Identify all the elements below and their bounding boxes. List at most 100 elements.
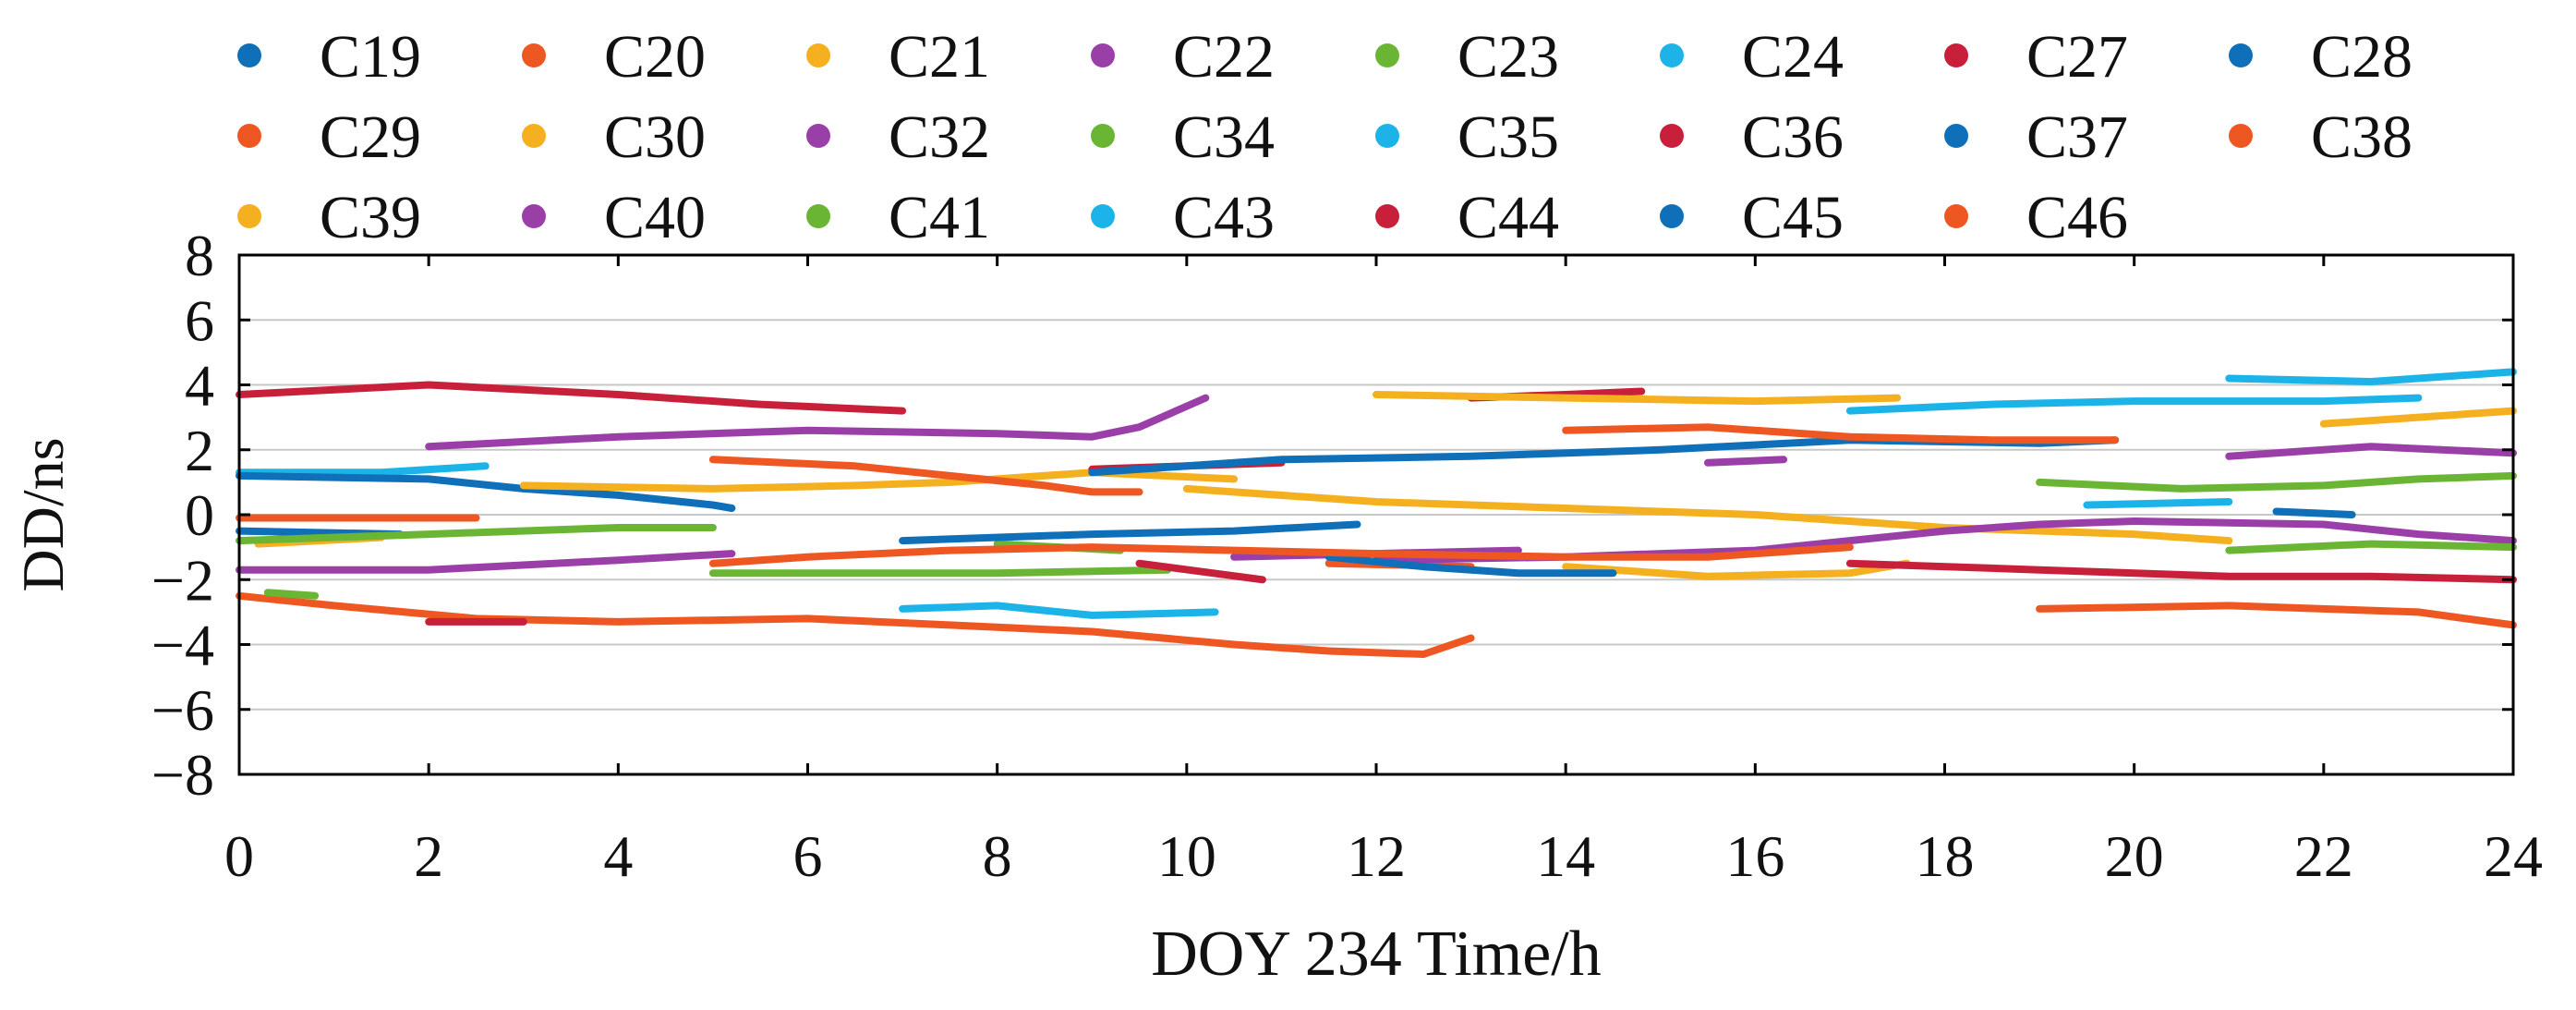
series-line bbox=[1562, 423, 2120, 444]
series-group bbox=[236, 368, 2517, 658]
legend-entry: C21 bbox=[806, 23, 990, 91]
legend-entry: C45 bbox=[1660, 184, 1844, 251]
legend-entry: C44 bbox=[1375, 184, 1559, 251]
series-line bbox=[236, 471, 736, 512]
legend-label: C30 bbox=[604, 103, 706, 171]
x-tick-label: 20 bbox=[2105, 823, 2164, 889]
legend-entry: C32 bbox=[806, 103, 990, 171]
series-c35 bbox=[899, 602, 1219, 619]
legend-marker bbox=[1091, 124, 1115, 148]
legend-entry: C23 bbox=[1375, 23, 1559, 91]
series-line bbox=[263, 589, 320, 600]
series-line bbox=[899, 520, 1361, 545]
x-tick-label: 10 bbox=[1157, 823, 1216, 889]
series-line bbox=[1373, 391, 1902, 406]
legend-label: C38 bbox=[2311, 103, 2413, 171]
x-tick-label: 4 bbox=[603, 823, 633, 889]
x-tick-label: 18 bbox=[1916, 823, 1975, 889]
series-line bbox=[1704, 456, 1788, 467]
legend-marker bbox=[2229, 124, 2253, 148]
x-tick-label: 2 bbox=[414, 823, 443, 889]
legend-label: C45 bbox=[1742, 184, 1844, 251]
series-line bbox=[708, 566, 1172, 578]
series-line bbox=[708, 543, 1854, 567]
series-c29 bbox=[236, 591, 1475, 658]
series-line bbox=[1845, 394, 2423, 415]
legend-entry: C38 bbox=[2229, 103, 2413, 171]
legend-label: C27 bbox=[2026, 23, 2128, 91]
series-line bbox=[1562, 559, 1911, 580]
series-c23 bbox=[236, 524, 717, 545]
series-line bbox=[236, 462, 490, 477]
series-line bbox=[2319, 407, 2517, 428]
legend-entry: C29 bbox=[237, 103, 421, 171]
grid bbox=[239, 319, 2513, 711]
legend-entry: C34 bbox=[1091, 103, 1275, 171]
y-tick-label: −8 bbox=[151, 742, 214, 808]
x-tick-label: 16 bbox=[1725, 823, 1784, 889]
legend-label: C29 bbox=[320, 103, 421, 171]
x-tick-label: 12 bbox=[1347, 823, 1406, 889]
series-line bbox=[236, 550, 736, 574]
legend-label: C23 bbox=[1457, 23, 1559, 91]
series-c46 bbox=[708, 543, 1854, 567]
series-c45 bbox=[899, 507, 2356, 578]
legend-label: C34 bbox=[1173, 103, 1275, 171]
legend-label: C36 bbox=[1742, 103, 1844, 171]
series-c39 bbox=[1182, 391, 2517, 580]
legend-entry: C22 bbox=[1091, 23, 1275, 91]
legend-marker bbox=[1375, 204, 1399, 228]
legend-label: C40 bbox=[604, 184, 706, 251]
legend-marker bbox=[1091, 204, 1115, 228]
legend-label: C24 bbox=[1742, 23, 1844, 91]
series-c38 bbox=[708, 423, 2517, 629]
series-line bbox=[2225, 443, 2517, 460]
legend-entry: C30 bbox=[522, 103, 706, 171]
legend-label: C39 bbox=[320, 184, 421, 251]
legend-marker bbox=[2229, 43, 2253, 67]
legend-label: C43 bbox=[1173, 184, 1275, 251]
legend-marker bbox=[522, 204, 546, 228]
x-tick-label: 24 bbox=[2484, 823, 2543, 889]
legend-entry: C39 bbox=[237, 184, 421, 251]
series-line bbox=[519, 468, 1239, 493]
x-tick-label: 22 bbox=[2294, 823, 2353, 889]
legend-label: C37 bbox=[2026, 103, 2128, 171]
series-line bbox=[2036, 471, 2517, 493]
series-c28 bbox=[236, 471, 736, 512]
x-tick-label: 6 bbox=[793, 823, 823, 889]
legend-label: C41 bbox=[889, 184, 990, 251]
series-line bbox=[2036, 602, 2517, 629]
y-tick-label: 2 bbox=[185, 418, 214, 483]
series-c44 bbox=[1135, 559, 2517, 584]
legend-marker bbox=[1944, 43, 1968, 67]
series-line bbox=[899, 602, 1219, 619]
legend-marker bbox=[237, 124, 261, 148]
legend-label: C32 bbox=[889, 103, 990, 171]
legend-marker bbox=[806, 43, 830, 67]
y-tick-label: 4 bbox=[185, 353, 214, 419]
legend-label: C28 bbox=[2311, 23, 2413, 91]
x-tick-label: 8 bbox=[983, 823, 1012, 889]
series-line bbox=[1182, 484, 2233, 545]
legend-marker bbox=[1944, 124, 1968, 148]
legend-entry: C24 bbox=[1660, 23, 1844, 91]
legend-marker bbox=[1091, 43, 1115, 67]
x-tick-label: 14 bbox=[1536, 823, 1595, 889]
series-line bbox=[236, 381, 907, 415]
legend-label: C21 bbox=[889, 23, 990, 91]
legend-label: C44 bbox=[1457, 184, 1559, 251]
series-line bbox=[2225, 368, 2517, 385]
x-ticks: 0 2 4 6 8 10 12 14 16 18 20 22 24 bbox=[224, 255, 2543, 889]
series-c27 bbox=[236, 381, 907, 415]
series-line bbox=[1324, 553, 1617, 578]
legend-entry: C35 bbox=[1375, 103, 1559, 171]
series-c30 bbox=[519, 468, 1239, 493]
legend-marker bbox=[237, 204, 261, 228]
legend-entry: C41 bbox=[806, 184, 990, 251]
legend-label: C35 bbox=[1457, 103, 1559, 171]
legend-entry: C28 bbox=[2229, 23, 2413, 91]
legend-entry: C43 bbox=[1091, 184, 1275, 251]
y-tick-label: −2 bbox=[151, 547, 214, 613]
